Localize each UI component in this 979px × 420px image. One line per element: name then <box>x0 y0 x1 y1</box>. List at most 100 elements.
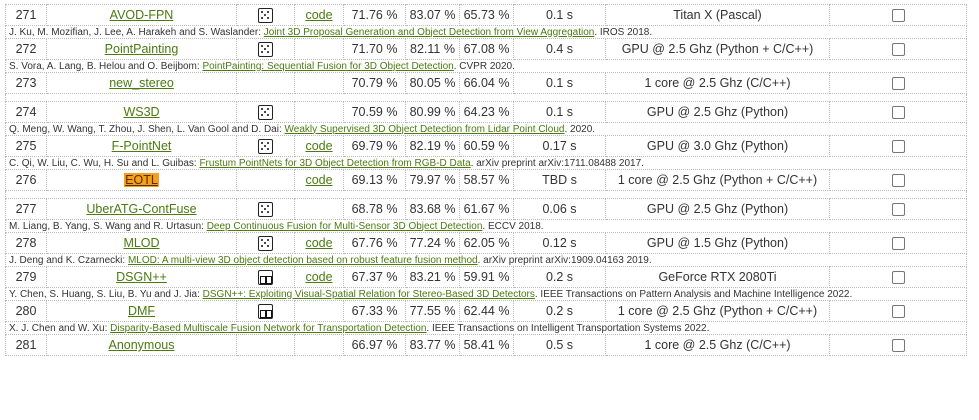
paper-link[interactable]: Deep Continuous Fusion for Multi-Sensor … <box>206 220 483 232</box>
rank-cell: 280 <box>5 300 47 322</box>
paper-link[interactable]: PointPainting: Sequential Fusion for 3D … <box>202 60 454 72</box>
environment: GPU @ 2.5 Ghz (Python) <box>605 101 830 123</box>
compare-checkbox[interactable] <box>891 339 905 353</box>
laser-points-icon <box>258 7 273 23</box>
method-link[interactable]: PointPainting <box>104 42 179 56</box>
compare-checkbox[interactable] <box>891 271 905 285</box>
citation: M. Liang, B. Yang, S. Wang and R. Urtasu… <box>5 219 967 233</box>
method-link-highlighted[interactable]: EOTL <box>124 173 159 187</box>
easy-score: 80.05 % <box>405 72 460 94</box>
paper-link[interactable]: DSGN++: Exploiting Visual-Spatial Relati… <box>202 288 535 300</box>
compare-checkbox[interactable] <box>891 237 905 251</box>
runtime: 0.5 s <box>513 334 606 356</box>
citation-row: C. Qi, W. Liu, C. Wu, H. Su and L. Guiba… <box>5 156 967 170</box>
method-cell: EOTL <box>46 169 237 191</box>
sensor-icon-cell <box>236 198 295 220</box>
runtime: 0.4 s <box>513 38 606 60</box>
rank-cell: 278 <box>5 232 47 254</box>
sensor-icon-cell <box>236 4 295 26</box>
runtime: 0.06 s <box>513 198 606 220</box>
paper-link[interactable]: Disparity-Based Multiscale Fusion Networ… <box>110 322 427 334</box>
paper-link[interactable]: MLOD: A multi-view 3D object detection b… <box>127 254 478 266</box>
moderate-score: 68.78 % <box>343 198 406 220</box>
hard-score: 62.44 % <box>459 300 514 322</box>
method-cell: F-PointNet <box>46 135 237 157</box>
citation-row: J. Deng and K. Czarnecki: MLOD: A multi-… <box>5 253 967 267</box>
method-link[interactable]: F-PointNet <box>111 139 172 153</box>
citation: S. Vora, A. Lang, B. Helou and O. Beijbo… <box>5 59 967 73</box>
citation-authors: M. Liang, B. Yang, S. Wang and R. Urtasu… <box>9 220 207 232</box>
citation-venue: . 2020. <box>564 123 596 135</box>
citation: J. Ku, M. Mozifian, J. Lee, A. Harakeh a… <box>5 25 967 39</box>
spacer-row <box>5 190 967 199</box>
rank-cell: 276 <box>5 169 47 191</box>
table-row: 277 UberATG-ContFuse 68.78 % 83.68 % 61.67 %… <box>5 198 967 220</box>
compare-checkbox[interactable] <box>891 43 905 57</box>
method-link[interactable]: MLOD <box>123 236 160 250</box>
method-link[interactable]: UberATG-ContFuse <box>86 202 197 216</box>
sensor-icon-cell <box>236 101 295 123</box>
select-cell <box>829 38 967 60</box>
citation: X. J. Chen and W. Xu: Disparity-Based Mu… <box>5 321 967 335</box>
sensor-icon-cell <box>236 135 295 157</box>
moderate-score: 71.70 % <box>343 38 406 60</box>
table-row: 275 F-PointNet code 69.79 % 82.19 % 60.59 % 0.… <box>5 135 967 157</box>
compare-checkbox[interactable] <box>891 106 905 120</box>
runtime: 0.2 s <box>513 266 606 288</box>
method-link[interactable]: DMF <box>127 304 156 318</box>
paper-link[interactable]: Joint 3D Proposal Generation and Object … <box>263 26 595 38</box>
compare-checkbox[interactable] <box>891 140 905 154</box>
moderate-score: 70.79 % <box>343 72 406 94</box>
method-link[interactable]: DSGN++ <box>116 270 167 284</box>
citation-venue: . arXiv preprint arXiv:1711.08488 2017. <box>470 157 644 169</box>
citation-authors: Q. Meng, W. Wang, T. Zhou, J. Shen, L. V… <box>9 123 285 135</box>
spacer-cell <box>5 93 967 102</box>
select-cell <box>829 232 967 254</box>
environment: GPU @ 3.0 Ghz (Python) <box>605 135 830 157</box>
paper-link[interactable]: Frustum PointNets for 3D Object Detectio… <box>199 157 471 169</box>
paper-link[interactable]: Weakly Supervised 3D Object Detection fr… <box>284 123 565 135</box>
compare-checkbox[interactable] <box>891 77 905 91</box>
method-link[interactable]: new_stereo <box>109 76 174 90</box>
select-cell <box>829 101 967 123</box>
method-link[interactable]: Anonymous <box>108 338 175 352</box>
select-cell <box>829 4 967 26</box>
citation-authors: J. Ku, M. Mozifian, J. Lee, A. Harakeh a… <box>9 26 264 38</box>
rank-cell: 281 <box>5 334 47 356</box>
sensor-icon-cell <box>236 300 295 322</box>
citation-authors: X. J. Chen and W. Xu: <box>9 322 111 334</box>
citation-authors: Y. Chen, S. Huang, S. Liu, B. Yu and J. … <box>9 288 203 300</box>
easy-score: 83.21 % <box>405 266 460 288</box>
rank-cell: 273 <box>5 72 47 94</box>
code-link[interactable]: code <box>305 139 333 153</box>
compare-checkbox[interactable] <box>891 203 905 217</box>
citation: Q. Meng, W. Wang, T. Zhou, J. Shen, L. V… <box>5 122 967 136</box>
code-link[interactable]: code <box>305 236 333 250</box>
code-link[interactable]: code <box>305 270 333 284</box>
compare-checkbox[interactable] <box>891 174 905 188</box>
code-cell <box>294 101 344 123</box>
compare-checkbox[interactable] <box>891 9 905 23</box>
easy-score: 83.07 % <box>405 4 460 26</box>
sensor-icon-cell <box>236 38 295 60</box>
environment: GPU @ 2.5 Ghz (Python) <box>605 198 830 220</box>
code-link[interactable]: code <box>305 8 333 22</box>
table-row: 271 AVOD-FPN code 71.76 % 83.07 % 65.73 % 0.1 … <box>5 4 967 26</box>
laser-points-icon <box>258 138 273 154</box>
code-cell: code <box>294 135 344 157</box>
method-link[interactable]: WS3D <box>123 105 160 119</box>
easy-score: 80.99 % <box>405 101 460 123</box>
moderate-score: 69.79 % <box>343 135 406 157</box>
code-cell: code <box>294 232 344 254</box>
code-link[interactable]: code <box>305 173 333 187</box>
method-link[interactable]: AVOD-FPN <box>109 8 174 22</box>
select-cell <box>829 300 967 322</box>
hard-score: 62.05 % <box>459 232 514 254</box>
select-cell <box>829 334 967 356</box>
compare-checkbox[interactable] <box>891 305 905 319</box>
method-cell: Anonymous <box>46 334 237 356</box>
